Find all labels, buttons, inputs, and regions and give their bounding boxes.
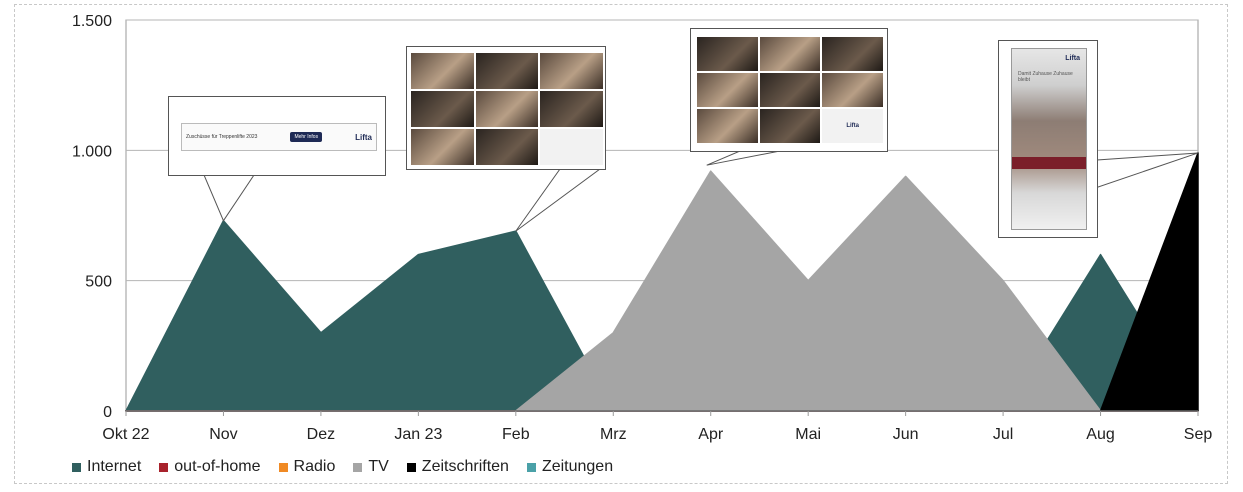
callout-tail	[706, 150, 781, 166]
legend-swatch	[159, 462, 169, 472]
ad-more-button: Mehr Infos	[290, 132, 323, 142]
legend-swatch	[406, 462, 416, 472]
callout-aug-print: Lifta Damit Zuhause Zuhause bleibt	[998, 40, 1098, 238]
brochure-band	[1012, 157, 1086, 169]
legend-swatch	[278, 462, 288, 472]
callout-tail	[203, 174, 255, 222]
legend-item: Internet	[72, 458, 141, 476]
tv-stills-grid	[411, 53, 603, 165]
x-tick-label: Mai	[795, 426, 821, 443]
x-tick-label: Mrz	[600, 426, 627, 443]
legend-label: Zeitschriften	[421, 458, 509, 475]
x-tick-label: Aug	[1086, 426, 1114, 443]
x-tick-label: Sep	[1184, 426, 1213, 443]
tv-still	[411, 53, 474, 89]
x-tick-label: Nov	[209, 426, 237, 443]
tv-still	[540, 129, 603, 165]
tv-still	[759, 37, 821, 71]
tv-still	[475, 91, 539, 127]
x-tick-label: Apr	[698, 426, 724, 443]
legend-swatch	[353, 462, 363, 472]
tv-still	[697, 73, 758, 107]
callout-feb-tv	[406, 46, 606, 170]
x-tick-label: Jul	[993, 426, 1013, 443]
tv-still	[759, 109, 821, 143]
legend: Internet out-of-home Radio TV Zeitschriften Z…	[72, 458, 613, 476]
x-tick-label: Okt 22	[102, 426, 149, 443]
tv-stills-grid: Lifta	[697, 37, 883, 143]
x-tick-label: Dez	[307, 426, 335, 443]
tv-still	[697, 37, 758, 71]
apr-brand-logo: Lifta	[846, 123, 859, 129]
legend-item: Zeitschriften	[406, 458, 509, 476]
tv-still	[540, 91, 603, 127]
legend-item: TV	[353, 458, 389, 476]
ad-banner: Zuschüsse für Treppenlifte 2023 Mehr Inf…	[181, 123, 377, 151]
tv-still	[475, 129, 539, 165]
x-tick-label: Jun	[893, 426, 919, 443]
tv-still	[411, 129, 474, 165]
legend-item: Zeitungen	[526, 458, 614, 476]
tv-still	[540, 53, 603, 89]
brochure-brand-logo: Lifta	[1065, 55, 1080, 62]
ad-brand-logo: Lifta	[355, 132, 372, 142]
callout-apr-tv: Lifta	[690, 28, 888, 152]
x-tick-label: Feb	[502, 426, 530, 443]
tv-still	[822, 73, 883, 107]
legend-label: Internet	[87, 458, 142, 475]
tv-still: Lifta	[822, 109, 883, 143]
y-tick-label: 1.000	[72, 143, 112, 160]
legend-swatch	[72, 462, 81, 472]
y-tick-label: 0	[103, 404, 112, 421]
legend-label: Radio	[293, 458, 336, 475]
legend-swatch	[526, 462, 536, 472]
tv-still	[697, 109, 758, 143]
y-tick-label: 1.500	[72, 13, 112, 30]
tv-still	[411, 91, 474, 127]
y-tick-label: 500	[85, 274, 112, 291]
legend-item: out-of-home	[159, 458, 261, 476]
legend-label: TV	[368, 458, 389, 475]
tv-still	[759, 73, 821, 107]
print-brochure: Lifta Damit Zuhause Zuhause bleibt	[1011, 48, 1087, 230]
tv-still	[475, 53, 539, 89]
legend-label: Zeitungen	[541, 458, 614, 475]
tv-still	[822, 37, 883, 71]
callout-tail	[515, 168, 602, 232]
callout-nov-ad: Zuschüsse für Treppenlifte 2023 Mehr Inf…	[168, 96, 386, 176]
legend-label: out-of-home	[174, 458, 261, 475]
brochure-headline: Damit Zuhause Zuhause bleibt	[1018, 71, 1073, 83]
legend-item: Radio	[278, 458, 336, 476]
chart-frame	[14, 4, 1228, 484]
ad-banner-text: Zuschüsse für Treppenlifte 2023	[186, 134, 258, 140]
x-tick-label: Jan 23	[394, 426, 442, 443]
